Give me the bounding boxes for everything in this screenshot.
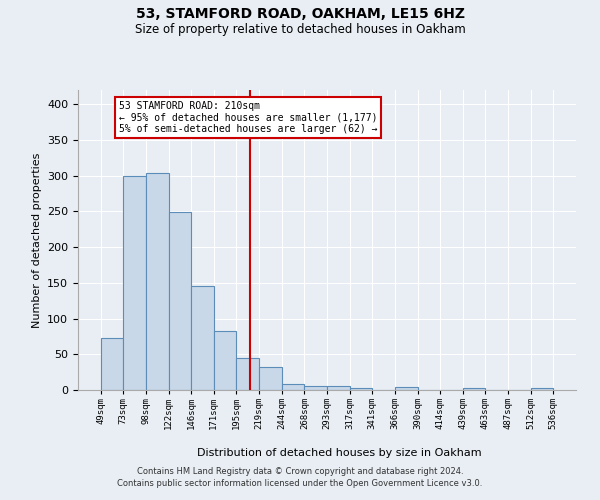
Bar (259, 367, 282, 390)
Bar (169, 212, 191, 390)
Bar (327, 386, 350, 390)
Bar (146, 173, 169, 390)
Bar (304, 386, 327, 390)
Text: Distribution of detached houses by size in Oakham: Distribution of detached houses by size … (197, 448, 481, 458)
Text: Size of property relative to detached houses in Oakham: Size of property relative to detached ho… (134, 22, 466, 36)
Bar (395, 387, 418, 390)
Bar (350, 388, 372, 390)
Bar (101, 338, 123, 390)
Bar (282, 384, 304, 390)
Bar (214, 330, 236, 390)
Bar (463, 388, 485, 390)
Text: Contains public sector information licensed under the Open Government Licence v3: Contains public sector information licen… (118, 478, 482, 488)
Text: 53, STAMFORD ROAD, OAKHAM, LE15 6HZ: 53, STAMFORD ROAD, OAKHAM, LE15 6HZ (136, 8, 464, 22)
Text: Contains HM Land Registry data © Crown copyright and database right 2024.: Contains HM Land Registry data © Crown c… (137, 467, 463, 476)
Y-axis label: Number of detached properties: Number of detached properties (32, 152, 41, 328)
Text: 53 STAMFORD ROAD: 210sqm
← 95% of detached houses are smaller (1,177)
5% of semi: 53 STAMFORD ROAD: 210sqm ← 95% of detach… (119, 100, 377, 134)
Bar (531, 388, 553, 390)
Bar (236, 358, 259, 390)
Bar (191, 286, 214, 390)
Bar (123, 176, 146, 390)
